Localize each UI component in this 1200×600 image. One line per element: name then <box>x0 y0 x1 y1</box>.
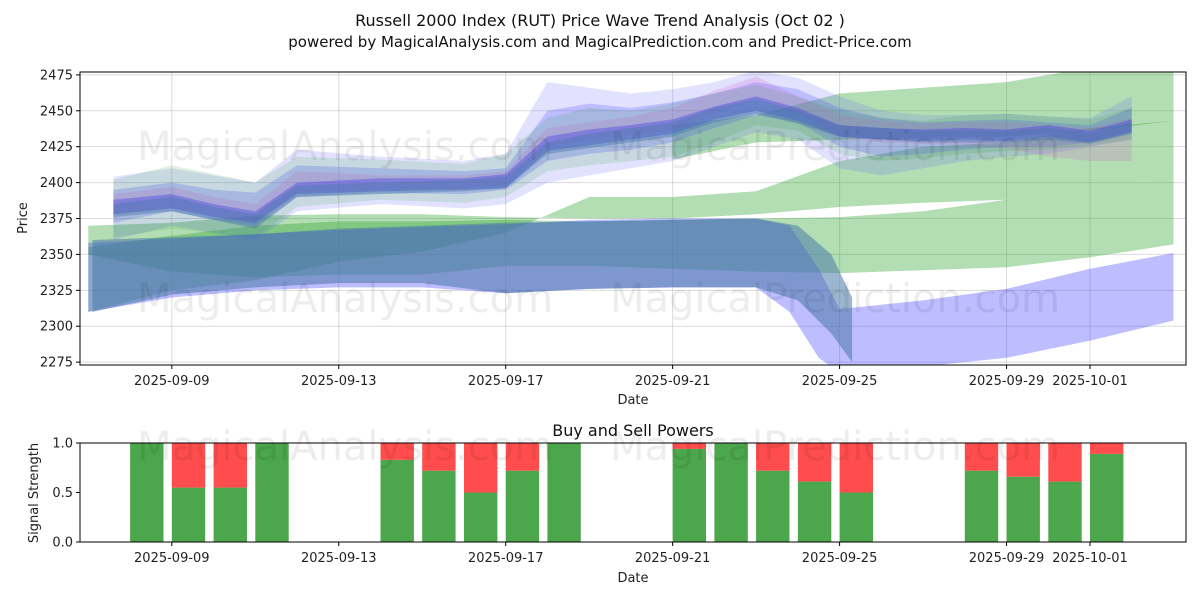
buy-power-bar <box>756 470 790 542</box>
buy-power-bar <box>714 443 748 542</box>
watermark-analysis-bottom: MagicalAnalysis.com <box>137 424 553 470</box>
price-y-tick-label: 2375 <box>40 212 73 227</box>
signal-y-ticks: 0.0 0.5 1.0 <box>52 437 80 551</box>
chart-subtitle: powered by MagicalAnalysis.com and Magic… <box>288 33 912 51</box>
price-x-tick-label: 2025-09-09 <box>134 374 210 389</box>
price-panel: MagicalAnalysis.com MagicalPrediction.co… <box>16 68 1187 408</box>
sell-power-bar <box>964 443 999 471</box>
watermark-prediction-bottom: MagicalPrediction.com <box>610 424 1060 470</box>
price-y-tick-label: 2325 <box>40 284 73 299</box>
price-y-tick-label: 2300 <box>40 320 73 335</box>
buy-power-bar <box>964 470 999 542</box>
price-band-green-channel-upper <box>88 120 1174 312</box>
price-x-tick-label: 2025-09-17 <box>468 374 544 389</box>
signal-panel: Buy and Sell Powers MagicalAnalysis.com … <box>27 421 1187 586</box>
buy-power-bar <box>171 487 206 542</box>
buy-power-bar <box>130 443 164 542</box>
sell-power-bar <box>171 443 206 488</box>
price-y-tick-label: 2425 <box>40 140 73 155</box>
signal-x-tick-label: 2025-09-29 <box>969 551 1045 566</box>
price-band-teal-wave <box>92 218 853 363</box>
price-y-tick-label: 2475 <box>40 68 73 83</box>
price-band-wave-band-2 <box>113 82 1132 226</box>
sell-power-bar <box>1090 443 1124 454</box>
price-y-tick-label: 2450 <box>40 104 73 119</box>
sell-power-bar <box>672 443 706 449</box>
buy-power-bar <box>839 492 873 542</box>
price-band-wave-band-1 <box>113 72 1132 240</box>
price-x-axis-title: Date <box>617 393 648 408</box>
price-band-green-channel-top <box>672 72 1174 160</box>
buy-power-bar <box>464 492 498 542</box>
signal-x-tick-label: 2025-09-21 <box>635 551 711 566</box>
sell-power-bar <box>1048 443 1082 482</box>
price-y-tick-label: 2400 <box>40 176 73 191</box>
watermark-prediction-mid: MagicalPrediction.com <box>610 276 1060 322</box>
buy-power-bar <box>672 448 706 542</box>
signal-x-tick-label: 2025-10-01 <box>1052 551 1128 566</box>
price-grid <box>80 72 1186 365</box>
price-band-wave-band-5 <box>113 96 1132 223</box>
price-band-wave-band-6 <box>113 99 1132 229</box>
signal-x-tick-label: 2025-09-09 <box>134 551 210 566</box>
price-x-tick-label: 2025-09-21 <box>635 374 711 389</box>
price-x-ticks: 2025-09-09 2025-09-13 2025-09-17 2025-09-21… <box>134 365 1128 389</box>
signal-chart-title: Buy and Sell Powers <box>552 421 714 440</box>
price-x-tick-label: 2025-09-25 <box>802 374 878 389</box>
sell-power-bar <box>505 443 540 471</box>
sell-power-bar <box>1006 443 1040 477</box>
sell-power-bar <box>380 443 414 460</box>
price-band-wave-band-4 <box>113 84 1132 238</box>
price-y-tick-label: 2350 <box>40 248 73 263</box>
price-y-axis-title: Price <box>16 202 31 234</box>
signal-x-tick-label: 2025-09-13 <box>301 551 377 566</box>
signal-y-axis-title: Signal Strength <box>27 443 42 543</box>
signal-x-axis-title: Date <box>617 571 648 586</box>
buy-power-bar <box>1090 453 1124 542</box>
price-series-group <box>88 72 1174 365</box>
signal-y-tick-label: 0.0 <box>52 536 73 551</box>
price-y-ticks: 2275 2300 2325 2350 2375 2400 2425 2450 2475 <box>40 68 80 371</box>
buy-power-bar <box>1048 481 1082 542</box>
buy-power-bar <box>1006 476 1040 542</box>
sell-power-bar <box>464 443 498 493</box>
sell-power-bar <box>797 443 832 482</box>
signal-x-ticks: 2025-09-09 2025-09-13 2025-09-17 2025-09-21… <box>134 542 1128 566</box>
watermark-prediction-top: MagicalPrediction.com <box>610 124 1060 170</box>
price-x-tick-label: 2025-09-13 <box>301 374 377 389</box>
signal-x-tick-label: 2025-09-25 <box>802 551 878 566</box>
buy-power-bar <box>505 470 540 542</box>
price-y-tick-label: 2275 <box>40 356 73 371</box>
signal-bars-group <box>130 443 1124 542</box>
buy-power-bar <box>213 487 247 542</box>
buy-power-bar <box>380 459 414 542</box>
buy-power-bar <box>422 470 456 542</box>
signal-x-tick-label: 2025-09-17 <box>468 551 544 566</box>
chart-title: Russell 2000 Index (RUT) Price Wave Tren… <box>355 11 845 30</box>
watermark-analysis-mid: MagicalAnalysis.com <box>137 276 553 322</box>
price-x-tick-label: 2025-10-01 <box>1052 374 1128 389</box>
signal-y-tick-label: 1.0 <box>52 437 73 452</box>
sell-power-bar <box>422 443 456 471</box>
sell-power-bar <box>756 443 790 471</box>
watermark-analysis-top: MagicalAnalysis.com <box>137 124 553 170</box>
price-x-tick-label: 2025-09-29 <box>969 374 1045 389</box>
buy-power-bar <box>547 443 581 542</box>
sell-power-bar <box>839 443 873 493</box>
signal-y-tick-label: 0.5 <box>52 486 73 501</box>
buy-power-bar <box>255 443 289 542</box>
sell-power-bar <box>213 443 247 488</box>
buy-power-bar <box>797 481 832 542</box>
price-band-wave-band-3 <box>113 76 1132 223</box>
